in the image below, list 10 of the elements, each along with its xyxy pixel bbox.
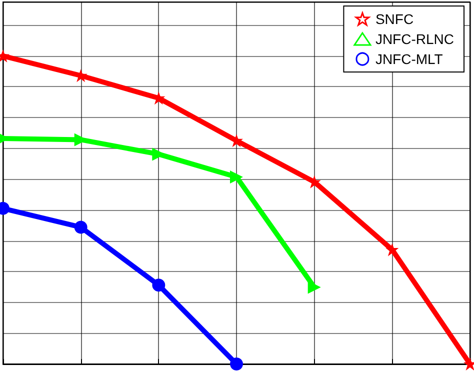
point [230, 134, 243, 148]
point [230, 358, 243, 370]
legend-label: JNFC-RLNC [375, 31, 454, 47]
point [74, 220, 88, 234]
point [152, 278, 166, 292]
point [386, 243, 399, 256]
legend-label: JNFC-MLT [375, 51, 444, 67]
legend-label: SNFC [375, 11, 414, 27]
point [230, 170, 243, 184]
point [308, 280, 321, 294]
